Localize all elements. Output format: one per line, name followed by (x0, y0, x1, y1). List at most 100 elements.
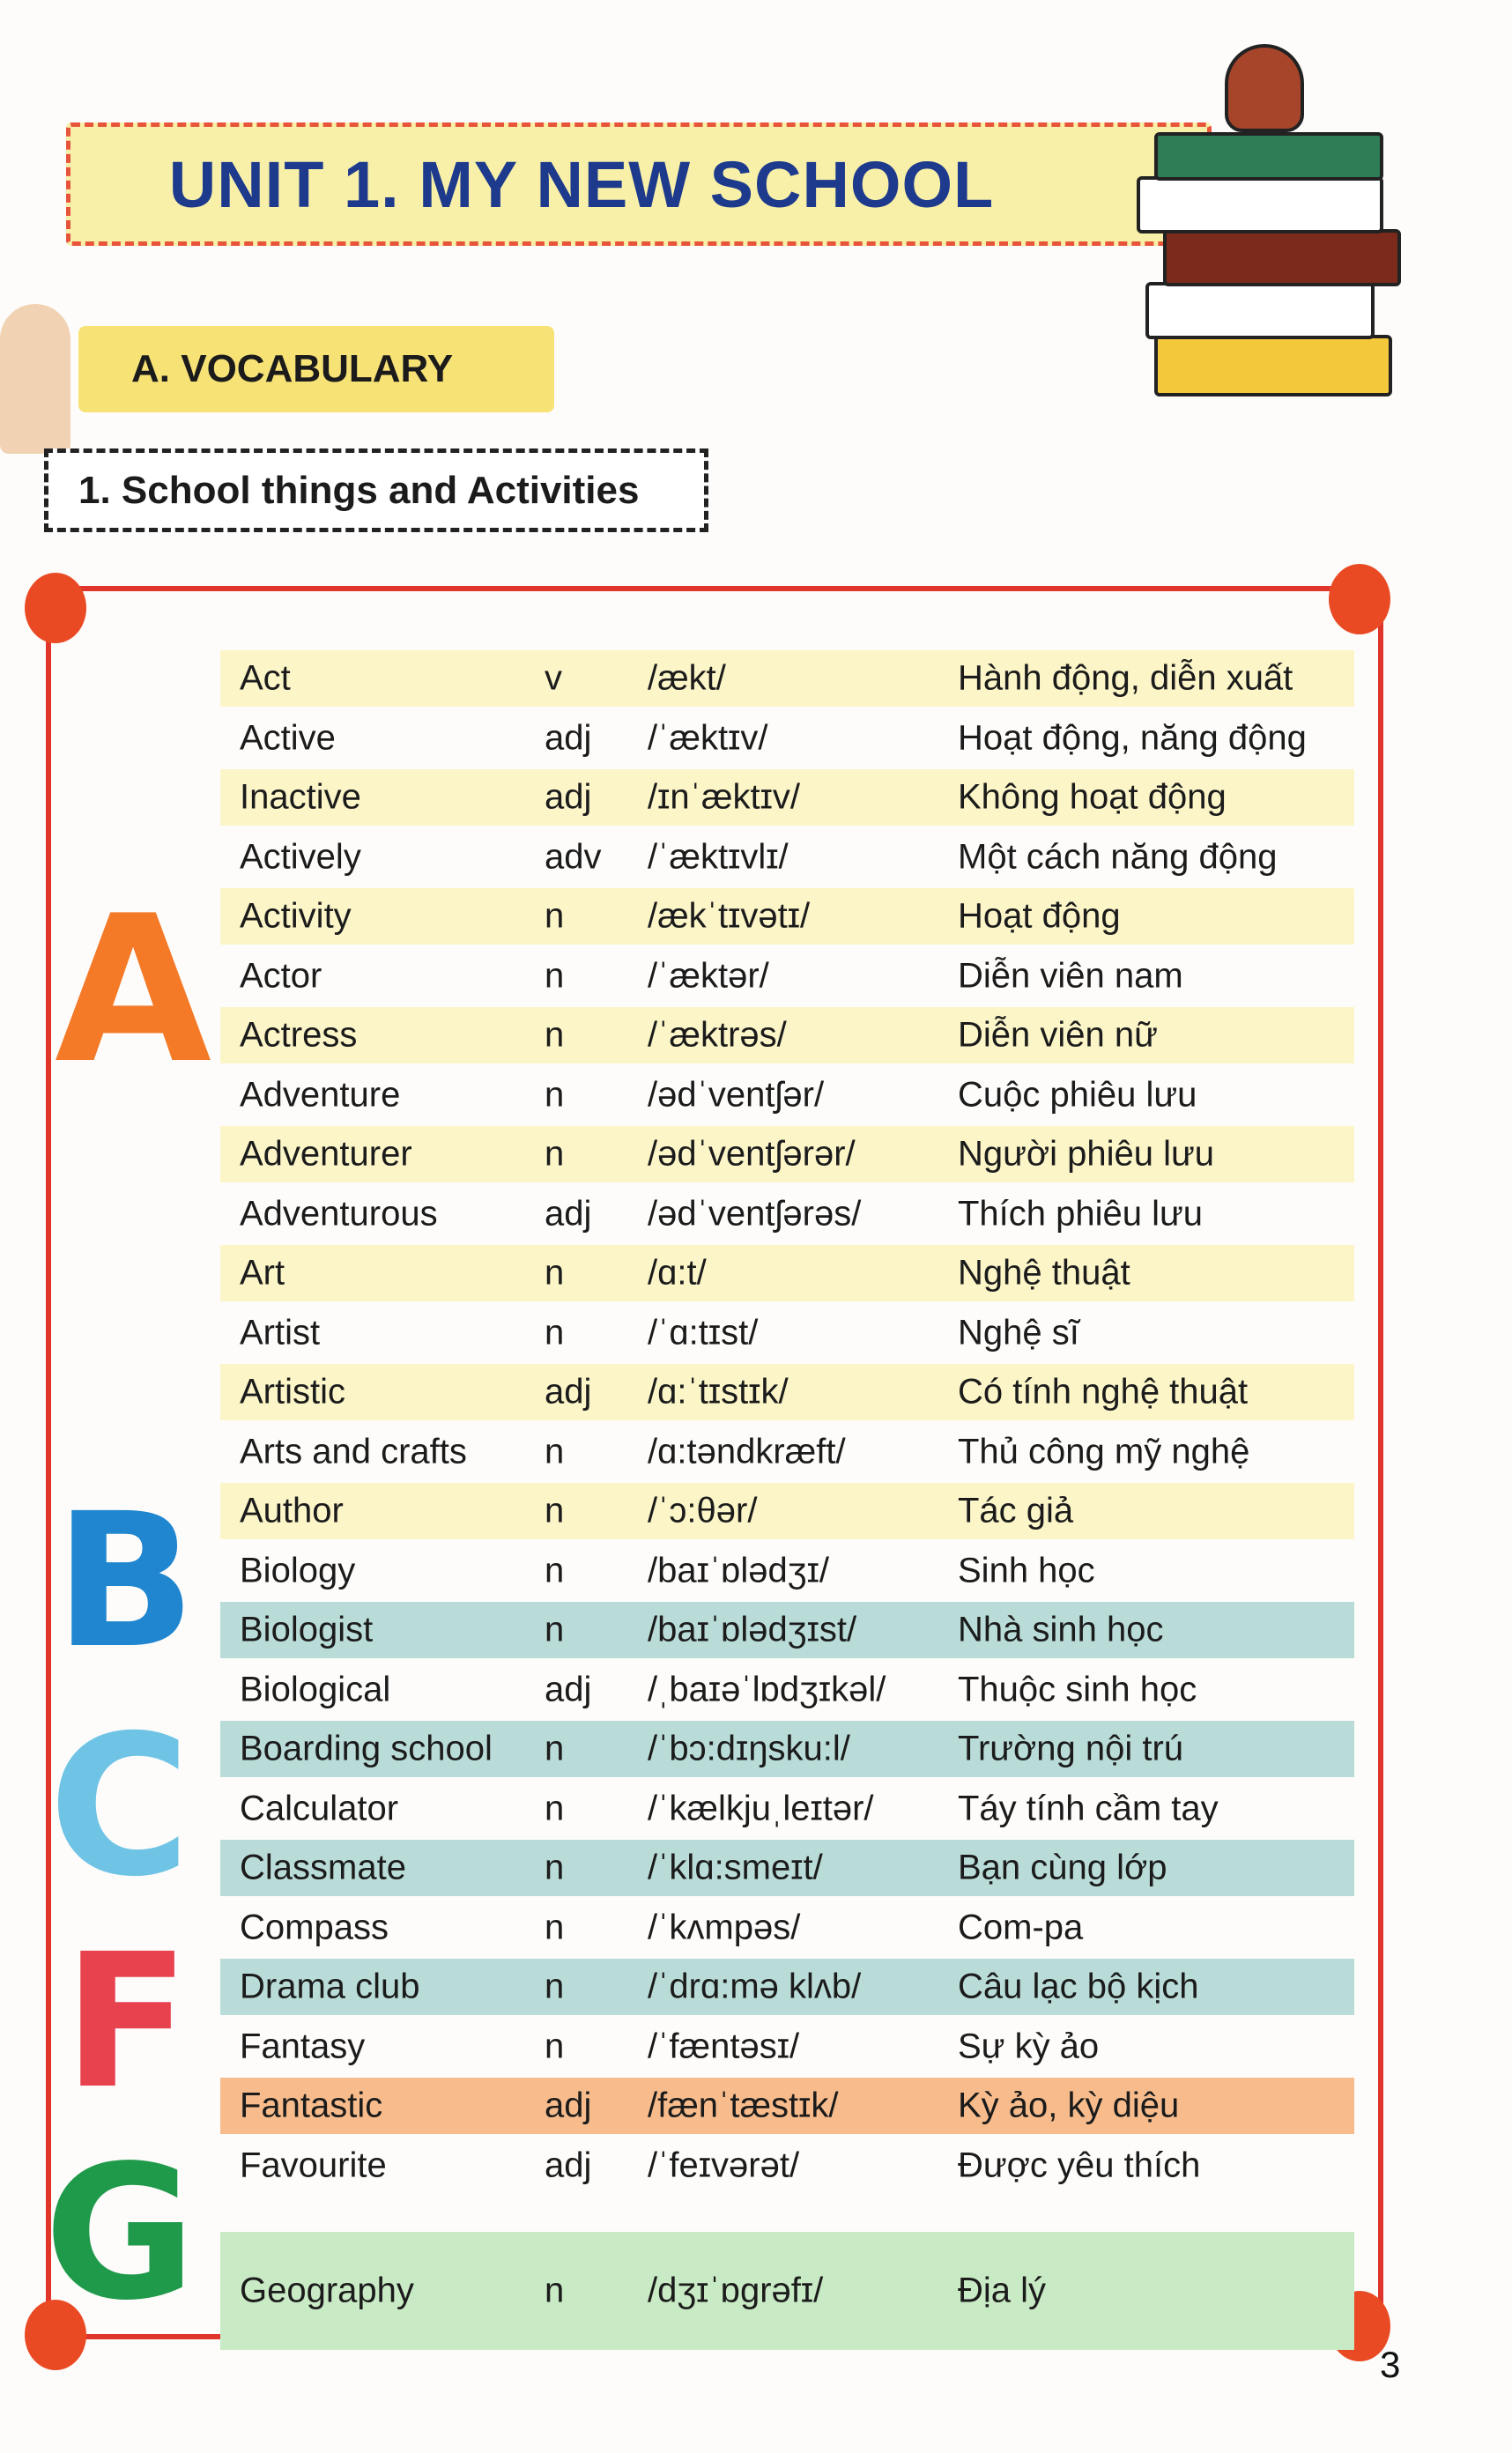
vocab-row: Fantasy n/ˈfæntəsɪ/Sự kỳ ảo (220, 2019, 1354, 2075)
vocab-meaning: Hoạt động (958, 896, 1121, 936)
vocab-word: Inactive (240, 777, 361, 817)
vocab-ipa: /ˌbaɪəˈlɒdʒɪkəl/ (648, 1670, 886, 1708)
vocab-pos: adj (545, 1670, 592, 1708)
vocab-pos: adj (545, 1372, 592, 1412)
vocab-word: Fantastic (240, 2086, 383, 2125)
vocab-meaning: Được yêu thích (958, 2145, 1201, 2184)
subsection-box: 1. School things and Activities (44, 448, 708, 532)
vocab-meaning: Kỳ ảo, kỳ diệu (958, 2086, 1180, 2125)
vocab-ipa: /ˈklɑ:smeɪt/ (648, 1848, 823, 1887)
vocab-word: Classmate (240, 1848, 406, 1887)
vocab-word: Adventurous (240, 1194, 438, 1233)
child-reading-icon (1225, 44, 1304, 132)
vocab-word: Boarding school (240, 1729, 493, 1768)
vocab-word: Active (240, 718, 336, 757)
vocab-pos: n (545, 1015, 565, 1055)
vocab-ipa: /ˈɑ:tɪst/ (648, 1313, 759, 1352)
vocab-word: Compass (240, 1908, 389, 1946)
vocab-word: Adventurer (240, 1134, 412, 1174)
vocab-pos: n (545, 1967, 565, 2006)
vocab-pos: adj (545, 1194, 592, 1233)
vocab-meaning: Sinh học (958, 1551, 1095, 1590)
vocab-pos: adj (545, 2145, 592, 2184)
vocab-meaning: Thích phiêu lưu (958, 1194, 1204, 1233)
vocab-ipa: /fænˈtæstɪk/ (648, 2086, 839, 2125)
subsection-title: 1. School things and Activities (78, 468, 640, 512)
vocab-ipa: /ˈæktər/ (648, 956, 769, 995)
vocab-word: Favourite (240, 2145, 387, 2184)
vocab-ipa: /dʒɪˈɒgrəfɪ/ (648, 2271, 824, 2310)
vocab-ipa: /ˈkælkjuˌleɪtər/ (648, 1789, 874, 1827)
vocab-row: Geography n/dʒɪˈɒgrəfɪ/Địa lý (220, 2232, 1354, 2350)
vocab-row: Boarding school n/ˈbɔ:dɪŋsku:l/Trường nội… (220, 1721, 1354, 1777)
vocab-pos: n (545, 1551, 565, 1590)
vocab-row: Biology n/baɪˈɒlədʒɪ/Sinh học (220, 1543, 1354, 1599)
vocab-word: Actress (240, 1015, 358, 1055)
vocab-meaning: Câu lạc bộ kịch (958, 1967, 1199, 2006)
vocab-ipa: /ˈæktɪv/ (648, 718, 768, 757)
child-pencil-icon (0, 304, 70, 454)
vocab-pos: n (545, 1491, 565, 1530)
vocab-pos: n (545, 1848, 565, 1887)
vocab-word: Fantasy (240, 2027, 366, 2065)
vocab-meaning: Hành động, diễn xuất (958, 658, 1293, 698)
vocab-row: Artistic adj/ɑ:ˈtɪstɪk/Có tính nghệ thuật (220, 1364, 1354, 1420)
vocab-row: Actively adv/ˈæktɪvlɪ/Một cách năng động (220, 829, 1354, 886)
vocab-pos: n (545, 896, 565, 936)
vocab-word: Actively (240, 837, 361, 876)
vocab-word: Act (240, 658, 291, 698)
vocab-pos: v (545, 658, 562, 698)
frame-corner (25, 2300, 86, 2370)
vocab-word: Geography (240, 2271, 414, 2310)
vocab-meaning: Thủ công mỹ nghệ (958, 1432, 1250, 1471)
vocab-pos: n (545, 1134, 565, 1174)
vocab-row: Drama club n/ˈdrɑ:mə klʌb/Câu lạc bộ kịch (220, 1959, 1354, 2015)
vocab-row: Biologist n/baɪˈɒlədʒɪst/Nhà sinh học (220, 1602, 1354, 1658)
vocab-meaning: Táy tính cầm tay (958, 1789, 1219, 1827)
vocab-row: Actress n/ˈæktrəs/Diễn viên nữ (220, 1007, 1354, 1063)
vocab-meaning: Cuộc phiêu lưu (958, 1075, 1197, 1114)
vocab-meaning: Nhà sinh học (958, 1610, 1164, 1649)
vocab-pos: n (545, 1432, 565, 1471)
vocab-meaning: Diễn viên nam (958, 956, 1183, 995)
vocab-word: Author (240, 1491, 344, 1530)
vocab-row: Inactive adj/ɪnˈæktɪv/Không hoạt động (220, 769, 1354, 826)
letter-a-icon: A (55, 873, 212, 1108)
book-icon (1154, 335, 1392, 396)
frame-corner (1329, 564, 1390, 634)
vocab-ipa: /ɑ:t/ (648, 1253, 707, 1293)
vocab-word: Activity (240, 896, 352, 936)
book-icon (1154, 132, 1383, 181)
vocab-row: Artist n/ˈɑ:tɪst/Nghệ sĩ (220, 1305, 1354, 1361)
vocab-meaning: Diễn viên nữ (958, 1015, 1158, 1055)
vocab-pos: n (545, 1313, 565, 1352)
vocab-meaning: Không hoạt động (958, 777, 1227, 817)
vocab-row: Art n/ɑ:t/Nghệ thuật (220, 1245, 1354, 1301)
vocab-ipa: /ədˈventʃər/ (648, 1075, 825, 1114)
vocab-row: Favourite adj/ˈfeɪvərət/Được yêu thích (220, 2138, 1354, 2194)
vocab-word: Artist (240, 1313, 321, 1352)
vocab-ipa: /ədˈventʃərəs/ (648, 1194, 862, 1233)
vocab-meaning: Một cách năng động (958, 837, 1278, 876)
vocab-ipa: /baɪˈɒlədʒɪ/ (648, 1551, 829, 1590)
vocab-row: Calculator n/ˈkælkjuˌleɪtər/Táy tính cầm … (220, 1781, 1354, 1837)
books-illustration (1119, 44, 1410, 414)
letter-g-icon: G (44, 2125, 196, 2341)
vocab-word: Adventure (240, 1075, 401, 1114)
vocab-word: Drama club (240, 1967, 420, 2006)
book-icon (1163, 229, 1401, 286)
vocab-ipa: /ədˈventʃərər/ (648, 1134, 856, 1174)
vocab-meaning: Trường nội trú (958, 1729, 1184, 1768)
vocab-row: Act v/ækt/Hành động, diễn xuất (220, 650, 1354, 707)
unit-title-banner: UNIT 1. MY NEW SCHOOL (66, 122, 1212, 246)
vocab-ipa: /ˈæktɪvlɪ/ (648, 837, 789, 876)
vocab-ipa: /ækˈtɪvətɪ/ (648, 896, 811, 936)
vocab-pos: n (545, 1610, 565, 1649)
vocab-row: Classmate n/ˈklɑ:smeɪt/Bạn cùng lớp (220, 1840, 1354, 1896)
vocab-pos: n (545, 2027, 565, 2065)
vocab-row: Author n/ˈɔ:θər/Tác giả (220, 1483, 1354, 1539)
vocab-ipa: /ɪnˈæktɪv/ (648, 777, 800, 817)
vocab-meaning: Hoạt động, năng động (958, 718, 1307, 757)
vocab-word: Artistic (240, 1372, 345, 1412)
vocab-word: Biological (240, 1670, 391, 1708)
